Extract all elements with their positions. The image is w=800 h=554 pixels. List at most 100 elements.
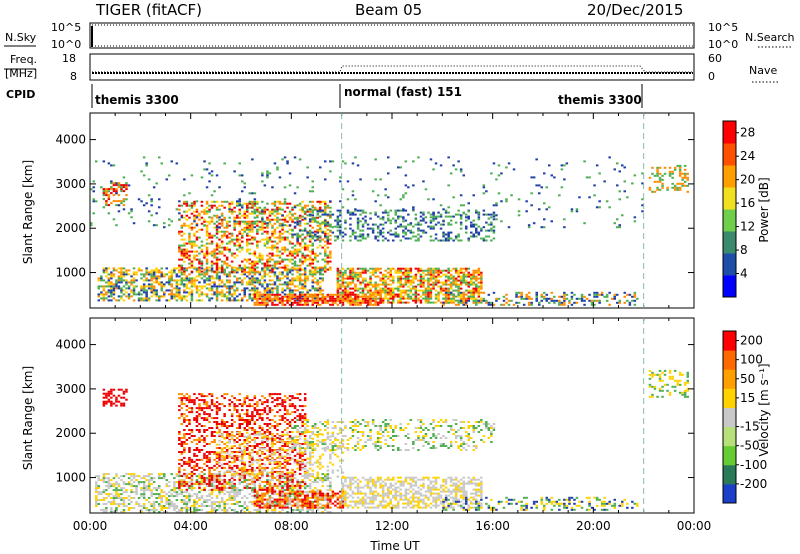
scatter-cell <box>253 268 257 271</box>
scatter-cell <box>301 206 304 209</box>
scatter-cell <box>346 285 350 288</box>
scatter-cell <box>137 505 141 507</box>
scatter-cell <box>215 297 219 300</box>
scatter-cell <box>163 511 166 513</box>
scatter-cell <box>278 293 282 296</box>
scatter-cell <box>298 489 302 492</box>
scatter-cell <box>286 495 289 498</box>
scatter-cell <box>145 162 148 165</box>
scatter-cell <box>178 291 181 294</box>
scatter-cell <box>301 303 304 306</box>
scatter-cell <box>188 281 191 284</box>
scatter-cell <box>135 489 138 492</box>
scatter-cell <box>215 232 219 235</box>
scatter-cell <box>417 297 420 300</box>
scatter-cell <box>314 481 317 484</box>
scatter-cell <box>236 248 239 251</box>
scatter-cell <box>293 233 297 236</box>
scatter-cell <box>218 291 221 294</box>
scatter-cell <box>470 295 473 298</box>
scatter-cell <box>271 186 274 189</box>
scatter-cell <box>223 246 226 249</box>
scatter-cell <box>288 299 292 302</box>
scatter-cell <box>346 295 350 298</box>
scatter-cell <box>183 200 186 203</box>
scatter-cell <box>578 196 581 199</box>
scatter-cell <box>228 495 231 498</box>
scatter-cell <box>439 213 443 216</box>
scatter-cell <box>175 293 179 296</box>
scatter-cell <box>195 270 199 273</box>
scatter-cell <box>339 200 342 203</box>
scatter-cell <box>331 226 335 229</box>
scatter-cell <box>288 489 292 492</box>
scatter-cell <box>626 299 629 302</box>
scatter-cell <box>215 260 219 263</box>
scatter-cell <box>306 279 309 282</box>
scatter-cell <box>261 212 264 215</box>
scatter-cell <box>419 279 423 282</box>
scatter-cell <box>319 239 322 242</box>
scatter-cell <box>628 303 632 306</box>
scatter-cell <box>107 483 111 486</box>
scatter-cell <box>256 301 259 304</box>
scatter-cell <box>339 220 342 223</box>
scatter-cell <box>233 291 236 294</box>
scatter-cell <box>271 293 274 296</box>
scatter-cell <box>517 291 521 294</box>
scatter-cell <box>336 209 340 212</box>
scatter-cell <box>376 275 380 278</box>
scatter-cell <box>112 499 116 501</box>
scatter-cell <box>188 501 191 503</box>
scatter-cell <box>241 283 244 286</box>
scatter-cell <box>301 233 304 236</box>
scatter-cell <box>296 267 299 270</box>
scatter-cell <box>442 235 445 238</box>
scatter-cell <box>432 275 435 278</box>
scatter-cell <box>165 503 168 505</box>
scatter-cell <box>263 244 267 247</box>
scatter-cell <box>344 277 347 280</box>
scatter-cell <box>236 295 239 298</box>
scatter-cell <box>444 301 448 304</box>
scatter-cell <box>266 208 269 211</box>
scatter-cell <box>293 295 297 298</box>
scatter-cell <box>470 275 473 278</box>
scatter-cell <box>291 493 294 496</box>
scatter-cell <box>281 228 284 231</box>
scatter-cell <box>314 487 317 490</box>
scatter-cell <box>248 279 251 282</box>
scatter-cell <box>210 254 214 257</box>
scatter-cell <box>465 293 468 296</box>
scatter-cell <box>459 277 463 280</box>
scatter-cell <box>369 291 372 294</box>
scatter-cell <box>185 248 189 251</box>
scatter-cell <box>527 297 531 300</box>
scatter-cell <box>402 209 405 212</box>
scatter-cell <box>414 239 418 242</box>
scatter-cell <box>175 273 179 276</box>
scatter-cell <box>361 295 365 298</box>
scatter-cell <box>349 299 352 302</box>
scatter-cell <box>276 250 279 253</box>
scatter-cell <box>253 250 257 253</box>
scatter-cell <box>248 234 251 237</box>
scatter-cell <box>663 166 667 169</box>
scatter-cell <box>200 228 204 231</box>
scatter-cell <box>341 235 345 238</box>
scatter-cell <box>532 176 536 179</box>
scatter-cell <box>185 295 189 298</box>
scatter-cell <box>122 204 126 207</box>
scatter-cell <box>241 477 244 480</box>
scatter-cell <box>266 202 269 205</box>
scatter-cell <box>366 289 370 292</box>
scatter-cell <box>392 299 395 302</box>
scatter-cell <box>127 293 131 296</box>
scatter-cell <box>175 295 179 298</box>
scatter-cell <box>236 254 239 257</box>
scatter-cell <box>218 277 221 280</box>
scatter-cell <box>485 229 488 232</box>
scatter-cell <box>210 497 214 499</box>
scatter-cell <box>243 295 246 298</box>
